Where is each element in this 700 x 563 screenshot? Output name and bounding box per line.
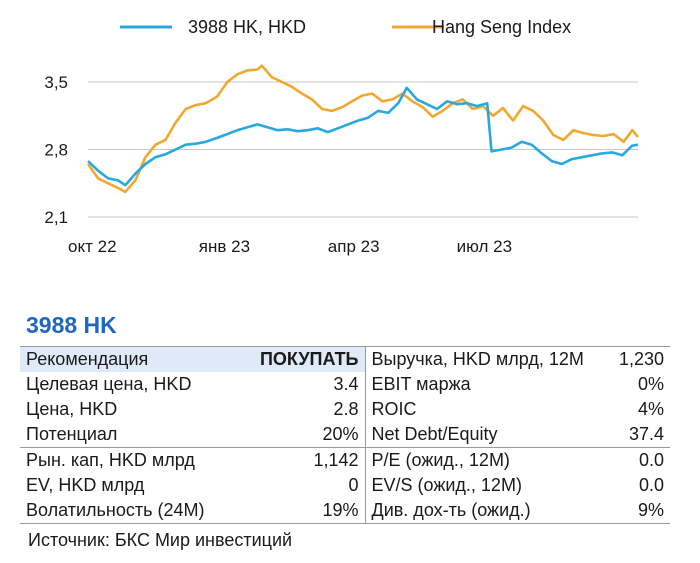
left-metric-value: 0 xyxy=(225,473,366,498)
series-line-index xyxy=(86,64,639,194)
y-tick-label: 2,8 xyxy=(44,141,68,160)
right-metric-label: Выручка, HKD млрд, 12M xyxy=(365,346,595,372)
right-metric-label: Див. дох-ть (ожид.) xyxy=(365,498,595,524)
right-metric-value: 4% xyxy=(637,399,664,419)
y-tick-label: 2,1 xyxy=(44,208,68,227)
right-metric-value: 0% xyxy=(637,374,664,394)
right-metric-value: 0.0 xyxy=(638,475,664,495)
metrics-row: Рын. кап, HKD млрд 1,142 P/E (ожид., 12M) 0… xyxy=(20,447,670,473)
right-metric-label: EBIT маржа xyxy=(371,374,471,394)
left-metric-value: ПОКУПАТЬ xyxy=(225,346,366,372)
metrics-row: Потенциал 20% Net Debt/Equity 37.4 xyxy=(20,422,670,448)
right-metric-label: ROIC xyxy=(371,399,417,419)
left-metric-value: 20% xyxy=(225,422,366,448)
right-metric-value: 1,230 xyxy=(595,346,670,372)
y-tick-label: 3,5 xyxy=(44,73,68,92)
legend-label: Hang Seng Index xyxy=(432,17,571,37)
left-metric-value: 1,142 xyxy=(225,447,366,473)
right-metric-value: 9% xyxy=(595,498,670,524)
metrics-row: EV, HKD млрд 0 EV/S (ожид., 12M) 0.0 xyxy=(20,473,670,498)
right-metric-label: P/E (ожид., 12M) xyxy=(365,447,595,473)
left-metric-label: Рын. кап, HKD млрд xyxy=(20,447,225,473)
left-metric-label: Волатильность (24M) xyxy=(20,498,225,524)
right-metric-value: 37.4 xyxy=(628,424,664,444)
price-chart: 2,1 2,8 3,5 окт 22 янв 23 апр 23 июл 23 3988 HK… xyxy=(44,17,639,256)
right-metric-value: 0.0 xyxy=(595,447,670,473)
left-metric-label: Цена, HKD xyxy=(26,399,118,419)
left-metric-label: Потенциал xyxy=(26,424,118,444)
metrics-row: Волатильность (24M) 19% Див. дох-ть (ожид.… xyxy=(20,498,670,524)
x-tick-label: июл 23 xyxy=(457,237,512,256)
legend-label: 3988 HK, HKD xyxy=(188,17,306,37)
metrics-row: Цена, HKD 2.8 ROIC 4% xyxy=(20,397,670,422)
ticker-title: 3988 HK xyxy=(26,312,117,338)
left-metric-value: 2.8 xyxy=(225,397,366,422)
left-metric-value: 19% xyxy=(225,498,366,524)
x-tick-label: апр 23 xyxy=(328,237,380,256)
x-tick-label: окт 22 xyxy=(68,237,117,256)
right-metric-label: EV/S (ожид., 12M) xyxy=(371,475,522,495)
metrics-row: Целевая цена, HKD 3.4 EBIT маржа 0% xyxy=(20,372,670,397)
series-line-stock xyxy=(87,86,639,187)
right-metric-label: Net Debt/Equity xyxy=(371,424,498,444)
metrics-row: Рекомендация ПОКУПАТЬ Выручка, HKD млрд, 1… xyxy=(20,346,670,372)
left-metric-value: 3.4 xyxy=(225,372,366,397)
left-metric-label: EV, HKD млрд xyxy=(26,475,145,495)
x-tick-label: янв 23 xyxy=(199,237,250,256)
left-metric-label: Рекомендация xyxy=(20,346,225,372)
left-metric-label: Целевая цена, HKD xyxy=(26,374,192,394)
source-note: Источник: БКС Мир инвестиций xyxy=(28,530,293,550)
metrics-table: Рекомендация ПОКУПАТЬ Выручка, HKD млрд, 1… xyxy=(20,346,670,524)
